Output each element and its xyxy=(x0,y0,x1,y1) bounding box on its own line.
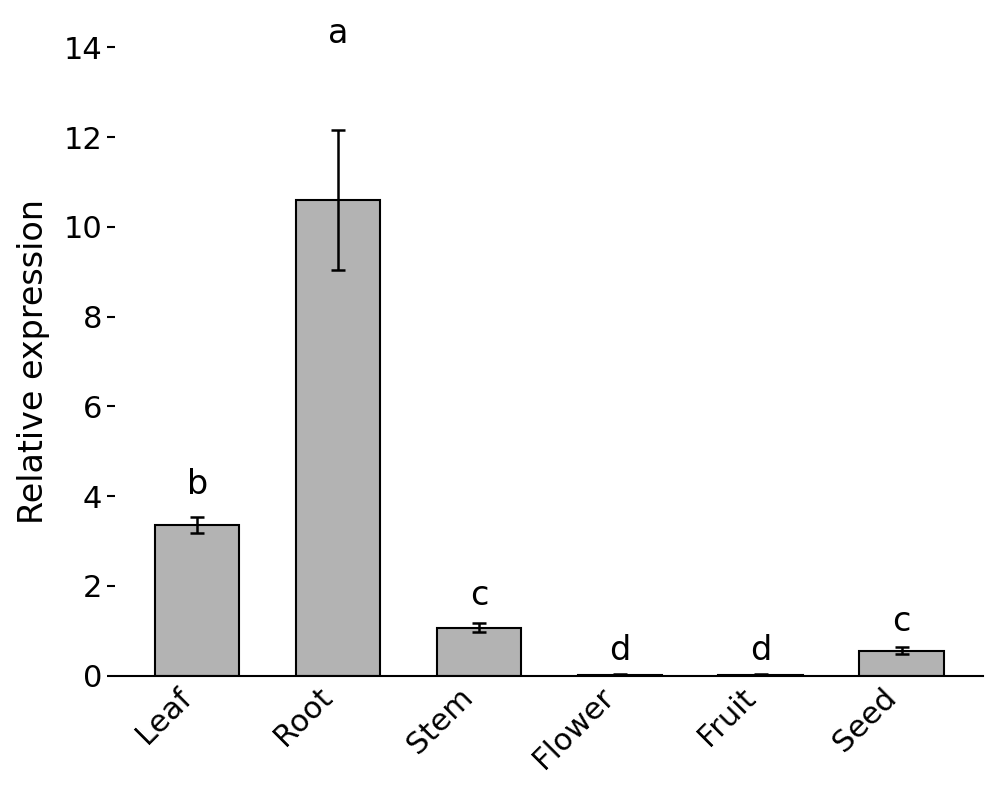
Bar xyxy=(578,675,662,676)
Bar xyxy=(155,525,239,676)
Bar xyxy=(296,200,380,676)
Text: a: a xyxy=(328,17,348,50)
Text: d: d xyxy=(750,634,771,668)
Text: c: c xyxy=(892,605,911,638)
Text: d: d xyxy=(609,634,630,668)
Text: c: c xyxy=(470,579,488,612)
Bar xyxy=(718,675,803,676)
Bar xyxy=(437,627,521,676)
Text: b: b xyxy=(187,468,208,501)
Y-axis label: Relative expression: Relative expression xyxy=(17,199,50,524)
Bar xyxy=(859,651,944,676)
